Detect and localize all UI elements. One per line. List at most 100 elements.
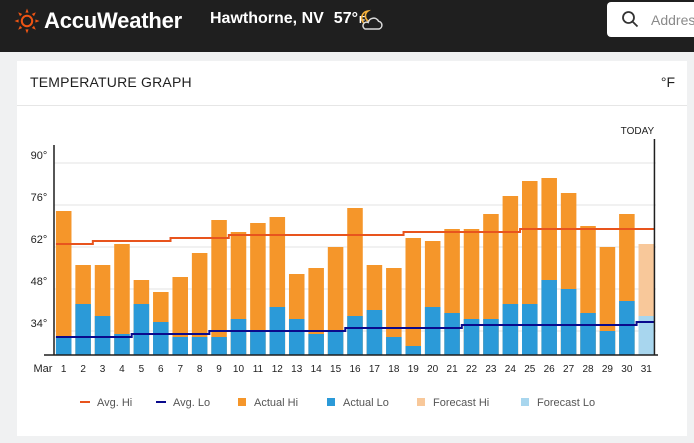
actual-lo-bar — [308, 334, 324, 355]
legend-swatch — [417, 398, 425, 406]
search-box[interactable] — [607, 2, 694, 37]
actual-lo-bar — [191, 337, 208, 355]
current-temperature: 57° — [333, 10, 358, 27]
actual-lo-bar — [560, 289, 577, 355]
x-tick-label: 10 — [233, 364, 245, 375]
actual-lo-bar — [114, 334, 130, 355]
y-tick-label: 90° — [31, 150, 48, 162]
actual-lo-bar — [327, 331, 344, 355]
legend-swatch — [521, 398, 529, 406]
x-tick-label: 14 — [311, 364, 323, 375]
actual-hi-bar — [308, 268, 324, 355]
actual-lo-bar — [502, 304, 519, 355]
actual-lo-bar — [94, 316, 111, 355]
actual-lo-bar — [522, 304, 538, 355]
actual-hi-bar — [250, 223, 266, 355]
actual-lo-bar — [288, 319, 305, 355]
x-tick-label: 26 — [544, 364, 556, 375]
partly-cloudy-night-icon — [360, 9, 383, 30]
top-navigation-bar: AccuWeather Hawthorne, NV 57° F — [0, 0, 694, 52]
actual-hi-bar — [191, 253, 208, 355]
x-tick-label: 21 — [447, 364, 459, 375]
today-label: TODAY — [621, 126, 655, 137]
x-tick-label: 17 — [369, 364, 381, 375]
actual-lo-bar — [599, 331, 616, 355]
brand-name: AccuWeather — [44, 8, 182, 33]
x-tick-label: 9 — [216, 364, 222, 375]
x-tick-label: 16 — [349, 364, 361, 375]
actual-lo-bar — [211, 337, 227, 355]
actual-hi-bar — [211, 220, 227, 355]
legend-swatch — [327, 398, 335, 406]
actual-hi-bar — [386, 268, 402, 355]
location-name: Hawthorne, NV — [210, 10, 324, 27]
actual-lo-bar — [483, 319, 499, 355]
unit-toggle[interactable]: °F — [660, 74, 675, 90]
actual-lo-bar — [366, 310, 383, 355]
x-tick-label: 6 — [158, 364, 164, 375]
x-tick-label: 20 — [427, 364, 439, 375]
card-header: TEMPERATURE GRAPH °F — [17, 61, 687, 106]
actual-lo-bar — [172, 337, 188, 355]
actual-lo-bar — [463, 319, 480, 355]
actual-lo-bar — [347, 316, 363, 355]
actual-lo-bar — [444, 313, 460, 355]
x-tick-label: 31 — [641, 364, 653, 375]
actual-lo-bar — [386, 337, 402, 355]
forecast-lo-bar — [638, 316, 655, 355]
x-tick-label: 28 — [582, 364, 594, 375]
brand-logo[interactable]: AccuWeather — [14, 8, 182, 34]
x-tick-label: 2 — [80, 364, 86, 375]
x-tick-label: 4 — [119, 364, 125, 375]
legend-label: Actual Lo — [343, 397, 389, 409]
actual-lo-bar — [75, 304, 91, 355]
legend-label: Avg. Lo — [173, 397, 210, 409]
y-tick-label: 76° — [31, 192, 48, 204]
search-input[interactable] — [651, 2, 694, 37]
x-tick-label: 22 — [466, 364, 478, 375]
x-tick-label: 11 — [253, 364, 264, 375]
x-tick-label: 5 — [139, 364, 145, 375]
actual-hi-bar — [405, 238, 422, 355]
x-tick-label: 19 — [408, 364, 420, 375]
x-tick-label: 3 — [100, 364, 106, 375]
legend-label: Forecast Lo — [537, 397, 595, 409]
avg-hi-line — [55, 228, 655, 245]
legend-label: Actual Hi — [254, 397, 298, 409]
x-tick-label: 7 — [177, 364, 183, 375]
x-tick-label: 24 — [505, 364, 517, 375]
temperature-graph-card: TEMPERATURE GRAPH °F 34° 48° 62° 76° 90° TODA… — [17, 61, 687, 436]
actual-lo-bar — [133, 304, 150, 355]
x-tick-label: 1 — [61, 364, 67, 375]
actual-lo-bar — [424, 307, 441, 355]
current-location[interactable]: Hawthorne, NV 57° F — [210, 10, 365, 28]
x-tick-label: 23 — [485, 364, 497, 375]
actual-lo-bar — [55, 337, 72, 355]
actual-hi-bar — [114, 244, 130, 355]
actual-hi-bar — [55, 211, 72, 355]
y-tick-label: 62° — [31, 234, 48, 246]
card-title: TEMPERATURE GRAPH — [30, 74, 192, 90]
month-label: Mar — [34, 363, 53, 375]
actual-hi-bar — [327, 247, 344, 355]
actual-lo-bar — [541, 280, 557, 355]
x-tick-label: 25 — [524, 364, 536, 375]
sun-logo-icon — [14, 8, 40, 34]
x-tick-label: 8 — [197, 364, 203, 375]
actual-lo-bar — [580, 313, 596, 355]
x-tick-label: 18 — [388, 364, 400, 375]
actual-lo-bar — [250, 331, 266, 355]
search-icon — [622, 11, 639, 28]
x-tick-label: 15 — [330, 364, 342, 375]
avg-lo-line — [55, 321, 655, 338]
x-tick-label: 12 — [272, 364, 284, 375]
actual-hi-bar — [172, 277, 188, 355]
actual-lo-bar — [230, 319, 247, 355]
legend-label: Avg. Hi — [97, 397, 132, 409]
legend-swatch — [238, 398, 246, 406]
actual-hi-bar — [599, 247, 616, 355]
x-tick-label: 27 — [563, 364, 575, 375]
actual-lo-bar — [619, 301, 635, 355]
actual-lo-bar — [405, 346, 422, 355]
